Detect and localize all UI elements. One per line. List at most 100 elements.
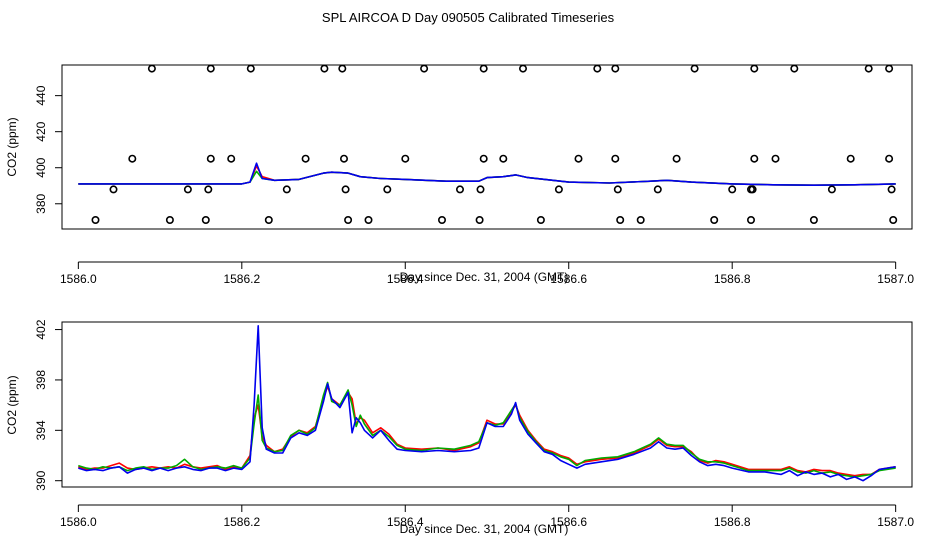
overview-flag-marker <box>613 185 622 194</box>
overview-flag-marker <box>479 154 488 163</box>
overview-flag-marker <box>864 64 873 73</box>
overview-y-axis: 380 400 420 440 <box>34 85 62 214</box>
overview-flag-marker <box>518 64 527 73</box>
detail-y-tick-label: 398 <box>34 370 48 390</box>
overview-flag-marker <box>383 185 392 194</box>
detail-x-axis-title: Day since Dec. 31, 2004 (GMT) <box>400 522 569 536</box>
overview-flag-marker <box>887 185 896 194</box>
overview-flag-marker <box>147 64 156 73</box>
overview-flag-marker <box>479 64 488 73</box>
overview-flag-marker <box>476 185 485 194</box>
overview-flag-marker <box>536 216 545 225</box>
detail-x-tick-label: 1586.4 <box>387 515 424 529</box>
overview-flag-marker <box>338 64 347 73</box>
overview-flag-marker <box>750 64 759 73</box>
overview-flag-marker <box>690 64 699 73</box>
detail-x-tick-label: 1586.2 <box>223 515 260 529</box>
detail-y-axis-title: CO2 (ppm) <box>5 375 19 434</box>
detail-series-blue <box>78 324 896 482</box>
detail-series-green <box>78 381 896 478</box>
overview-flag-marker <box>746 216 755 225</box>
overview-x-tick-label: 1587.0 <box>877 272 914 286</box>
overview-flag-marker <box>790 64 799 73</box>
overview-x-tick-label: 1586.0 <box>60 272 97 286</box>
overview-flag-marker <box>320 64 329 73</box>
overview-series-blue <box>78 162 896 186</box>
overview-flag-marker <box>341 185 350 194</box>
overview-flag-marker <box>809 216 818 225</box>
overview-flag-marker <box>344 216 353 225</box>
overview-flag-marker <box>771 154 780 163</box>
overview-panel: 1586.0 1586.2 1586.4 1586.6 1586.8 1587.0 380… <box>5 64 914 286</box>
overview-flag-marker <box>128 154 137 163</box>
overview-y-axis-title: CO2 (ppm) <box>5 117 19 176</box>
detail-x-tick-label: 1586.8 <box>714 515 751 529</box>
overview-flag-marker <box>889 216 898 225</box>
overview-flag-marker <box>183 185 192 194</box>
overview-flag-marker <box>827 185 836 194</box>
overview-flag-marker <box>611 154 620 163</box>
detail-x-tick-label: 1587.0 <box>877 515 914 529</box>
overview-x-tick-label: 1586.4 <box>387 272 424 286</box>
overview-plot-frame <box>61 64 913 230</box>
overview-flag-marker <box>636 216 645 225</box>
overview-flag-marker <box>593 64 602 73</box>
overview-flag-marker <box>206 154 215 163</box>
overview-flag-marker <box>201 216 210 225</box>
overview-flag-marker <box>420 64 429 73</box>
overview-flag-marker <box>264 216 273 225</box>
overview-flag-marker <box>885 64 894 73</box>
overview-x-tick-label: 1586.2 <box>223 272 260 286</box>
overview-y-tick-label: 440 <box>34 85 48 105</box>
overview-flag-marker <box>885 154 894 163</box>
overview-flag-marker <box>499 154 508 163</box>
overview-series <box>78 162 896 186</box>
detail-series-red <box>78 385 896 477</box>
detail-y-tick-label: 394 <box>34 420 48 440</box>
overview-flag-marker <box>282 185 291 194</box>
overview-flag-marker <box>109 185 118 194</box>
overview-flag-marker <box>204 185 213 194</box>
overview-series-red <box>78 165 896 186</box>
overview-flag-marker <box>437 216 446 225</box>
overview-flag-marker <box>455 185 464 194</box>
overview-flags <box>91 64 898 225</box>
detail-panel: 1586.0 1586.2 1586.4 1586.6 1586.8 1587.0 390… <box>5 319 914 536</box>
overview-flag-marker <box>401 154 410 163</box>
detail-y-axis: 390 394 398 402 <box>34 319 62 491</box>
overview-flag-marker <box>91 216 100 225</box>
overview-flag-marker <box>710 216 719 225</box>
detail-x-axis: 1586.0 1586.2 1586.4 1586.6 1586.8 1587.0 <box>60 504 914 529</box>
overview-y-tick-label: 380 <box>34 193 48 213</box>
overview-x-axis: 1586.0 1586.2 1586.4 1586.6 1586.8 1587.0 <box>60 261 914 286</box>
detail-plot-frame <box>61 321 913 488</box>
overview-y-tick-label: 420 <box>34 121 48 141</box>
overview-flag-marker <box>846 154 855 163</box>
overview-flag-marker <box>246 64 255 73</box>
detail-y-tick-label: 402 <box>34 319 48 339</box>
overview-flag-marker <box>339 154 348 163</box>
overview-flag-marker <box>616 216 625 225</box>
overview-flag-marker <box>574 154 583 163</box>
overview-flag-marker <box>611 64 620 73</box>
overview-flag-marker <box>728 185 737 194</box>
figure-title: SPL AIRCOA D Day 090505 Calibrated Times… <box>322 10 615 25</box>
overview-x-tick-label: 1586.6 <box>550 272 587 286</box>
overview-flag-marker <box>750 154 759 163</box>
overview-flag-marker <box>748 185 757 194</box>
detail-y-tick-label: 390 <box>34 470 48 490</box>
detail-x-tick-label: 1586.6 <box>550 515 587 529</box>
overview-flag-marker <box>475 216 484 225</box>
overview-flag-marker <box>301 154 310 163</box>
overview-y-tick-label: 400 <box>34 157 48 177</box>
overview-flag-marker <box>165 216 174 225</box>
overview-flag-marker <box>554 185 563 194</box>
detail-series <box>78 324 896 482</box>
overview-x-axis-title: Day since Dec. 31, 2004 (GMT) <box>400 270 569 284</box>
detail-x-tick-label: 1586.0 <box>60 515 97 529</box>
overview-flag-marker <box>653 185 662 194</box>
overview-flag-marker <box>227 154 236 163</box>
overview-flag-marker <box>206 64 215 73</box>
overview-flag-marker <box>364 216 373 225</box>
